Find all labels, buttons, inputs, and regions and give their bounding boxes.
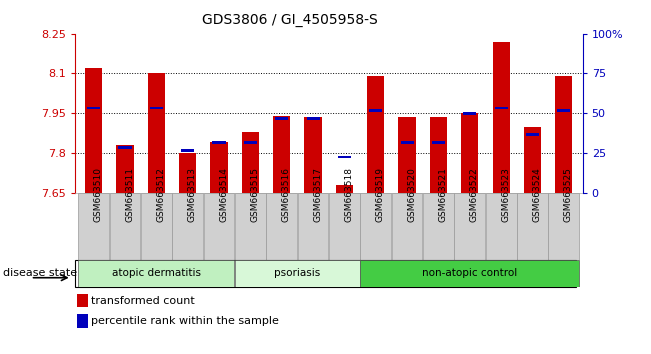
Bar [336, 185, 353, 193]
Text: GSM663511: GSM663511 [125, 167, 134, 222]
Bar [557, 109, 570, 112]
Bar [430, 117, 447, 193]
Text: transformed count: transformed count [91, 296, 195, 306]
Text: GSM663519: GSM663519 [376, 167, 385, 222]
Bar [526, 133, 539, 136]
Bar [432, 141, 445, 144]
Bar [549, 193, 579, 260]
Bar [179, 153, 197, 193]
Bar [141, 193, 172, 260]
Bar [85, 68, 102, 193]
Bar [367, 76, 384, 193]
Bar [464, 112, 477, 115]
Bar [392, 193, 422, 260]
Text: GSM663510: GSM663510 [94, 167, 103, 222]
Text: percentile rank within the sample: percentile rank within the sample [91, 316, 279, 326]
Text: psoriasis: psoriasis [274, 268, 320, 279]
Text: GSM663516: GSM663516 [282, 167, 291, 222]
Text: GSM663518: GSM663518 [344, 167, 353, 222]
Bar [77, 314, 87, 328]
Bar [361, 260, 579, 287]
Text: non-atopic control: non-atopic control [422, 268, 518, 279]
Bar [78, 260, 234, 287]
Bar [266, 193, 297, 260]
Bar [338, 156, 351, 159]
Text: GSM663522: GSM663522 [470, 167, 478, 222]
Bar [369, 109, 382, 112]
Bar [77, 294, 87, 307]
Bar [235, 193, 266, 260]
Bar [109, 193, 141, 260]
Bar [298, 193, 329, 260]
Bar [400, 141, 413, 144]
Bar [118, 147, 132, 149]
Bar [361, 193, 391, 260]
Text: GSM663512: GSM663512 [156, 167, 165, 222]
Bar [117, 145, 133, 193]
Text: disease state: disease state [3, 268, 77, 279]
Text: GDS3806 / GI_4505958-S: GDS3806 / GI_4505958-S [202, 12, 378, 27]
Bar [423, 193, 454, 260]
Bar [307, 117, 320, 120]
Bar [461, 113, 478, 193]
Bar [555, 76, 572, 193]
Bar [242, 132, 259, 193]
Bar [244, 141, 257, 144]
Text: GSM663515: GSM663515 [251, 167, 259, 222]
Bar [173, 193, 203, 260]
Bar [181, 149, 194, 152]
Text: GSM663523: GSM663523 [501, 167, 510, 222]
Bar [210, 142, 228, 193]
Bar [204, 193, 234, 260]
Bar [305, 117, 322, 193]
Text: GSM663521: GSM663521 [439, 167, 447, 222]
Bar [398, 117, 416, 193]
Bar [273, 116, 290, 193]
Bar [524, 126, 541, 193]
Bar [148, 73, 165, 193]
Bar [454, 193, 485, 260]
Bar [329, 193, 360, 260]
Text: GSM663525: GSM663525 [564, 167, 573, 222]
Bar [486, 193, 516, 260]
Bar [275, 117, 288, 120]
Text: GSM663517: GSM663517 [313, 167, 322, 222]
Bar [517, 193, 548, 260]
Bar [235, 260, 360, 287]
Text: GSM663514: GSM663514 [219, 167, 228, 222]
Text: GSM663524: GSM663524 [533, 167, 542, 222]
Bar [495, 107, 508, 109]
Text: GSM663513: GSM663513 [187, 167, 197, 222]
Bar [150, 107, 163, 109]
Text: atopic dermatitis: atopic dermatitis [112, 268, 201, 279]
Text: GSM663520: GSM663520 [407, 167, 416, 222]
Bar [493, 41, 510, 193]
Bar [212, 141, 226, 144]
Bar [78, 193, 109, 260]
Bar [87, 107, 100, 109]
